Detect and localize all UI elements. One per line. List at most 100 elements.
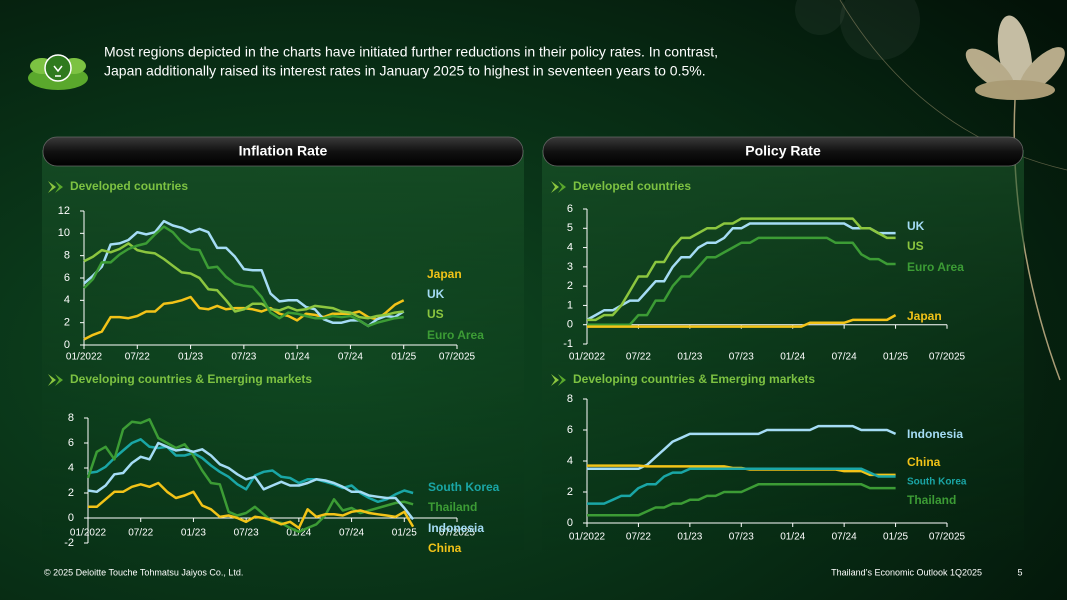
y-tick-label: 6: [68, 437, 74, 449]
series-line: [83, 219, 405, 328]
section-arrow: [48, 181, 56, 193]
y-tick-label: 2: [64, 317, 70, 329]
x-tick-label: 01/2022: [569, 352, 606, 363]
y-tick-label: 3: [567, 261, 573, 273]
y-tick-label: 8: [64, 250, 70, 262]
series-label: China: [907, 455, 941, 469]
series-label: US: [427, 307, 444, 321]
y-tick-label: -2: [64, 537, 74, 549]
y-tick-label: 4: [567, 455, 573, 467]
series-line: [586, 222, 896, 321]
series-label: Japan: [427, 267, 462, 281]
bulb-icon: [28, 54, 88, 90]
x-tick-label: 07/24: [832, 532, 857, 543]
panel-title: Inflation Rate: [239, 143, 328, 159]
series-line: [587, 483, 896, 517]
series-label: South Korea: [428, 480, 500, 494]
page-number: 5: [1017, 567, 1022, 577]
section-title: Developing countries & Emerging markets: [573, 372, 815, 386]
x-tick-label: 01/23: [178, 352, 203, 363]
x-tick-label: 01/2022: [66, 352, 103, 363]
x-tick-label: 01/24: [780, 352, 805, 363]
x-tick-label: 01/24: [285, 352, 310, 363]
series-label: South Korea: [907, 477, 967, 488]
x-tick-label: 07/2025: [439, 352, 476, 363]
y-tick-label: 4: [567, 241, 573, 253]
x-tick-label: 01/25: [391, 352, 416, 363]
y-tick-label: 10: [58, 227, 70, 239]
section-arrow: [551, 181, 559, 193]
series-line: [587, 217, 896, 322]
section-arrow: [55, 374, 63, 386]
x-tick-label: 07/23: [231, 352, 256, 363]
y-tick-label: 4: [64, 294, 70, 306]
series-line: [587, 424, 897, 471]
x-tick-label: 07/23: [729, 532, 754, 543]
series-line: [587, 236, 896, 326]
y-tick-label: 0: [567, 319, 573, 331]
series-line: [86, 418, 414, 534]
x-tick-label: 01/23: [677, 532, 702, 543]
x-tick-label: 01/23: [677, 352, 702, 363]
series-label: Indonesia: [428, 521, 484, 535]
x-tick-label: 07/24: [338, 352, 363, 363]
y-tick-label: 6: [567, 203, 573, 215]
y-tick-label: 0: [64, 339, 70, 351]
x-tick-label: 07/2025: [929, 532, 966, 543]
y-tick-label: 0: [68, 512, 74, 524]
y-tick-label: 12: [58, 205, 70, 217]
lotus-decoration: [795, 0, 1067, 381]
series-line: [83, 225, 404, 328]
series-label: Japan: [907, 309, 942, 323]
series-label: Indonesia: [907, 427, 963, 441]
x-tick-label: 01/25: [883, 532, 908, 543]
y-tick-label: 2: [567, 486, 573, 498]
y-tick-label: 5: [567, 222, 573, 234]
panel-title: Policy Rate: [745, 143, 821, 159]
series-line: [83, 242, 404, 320]
series-label: US: [907, 239, 924, 253]
y-tick-label: 0: [567, 517, 573, 529]
x-tick-label: 01/23: [181, 528, 206, 539]
series-label: Thailand: [907, 493, 956, 507]
series-line: [88, 481, 415, 530]
y-tick-label: 2: [567, 280, 573, 292]
series-line: [87, 441, 415, 521]
section-arrow: [48, 374, 56, 386]
x-tick-label: 07/22: [626, 532, 651, 543]
y-tick-label: -1: [563, 338, 573, 350]
report-name: Thailand’s Economic Outlook 1Q2025: [831, 567, 982, 577]
series-label: Euro Area: [907, 260, 964, 274]
x-tick-label: 01/25: [883, 352, 908, 363]
x-tick-label: 07/24: [832, 352, 857, 363]
panel-header: [42, 136, 524, 167]
x-tick-label: 01/25: [392, 528, 417, 539]
x-tick-label: 07/22: [626, 352, 651, 363]
y-tick-label: 1: [567, 299, 573, 311]
panel-header: [542, 136, 1024, 167]
x-tick-label: 07/2025: [439, 528, 476, 539]
y-tick-label: 2: [68, 487, 74, 499]
y-tick-label: 8: [68, 412, 74, 424]
header-line: Most regions depicted in the charts have…: [104, 44, 718, 60]
y-tick-label: 6: [567, 424, 573, 436]
panel-body: [542, 150, 1024, 550]
section-arrow: [551, 374, 559, 386]
series-label: UK: [427, 287, 445, 301]
series-label: UK: [907, 219, 925, 233]
y-tick-label: 6: [64, 272, 70, 284]
x-tick-label: 07/24: [339, 528, 364, 539]
series-label: China: [428, 541, 462, 555]
x-tick-label: 01/2022: [70, 528, 107, 539]
y-tick-label: 4: [68, 462, 74, 474]
section-title: Developing countries & Emerging markets: [70, 372, 312, 386]
x-tick-label: 07/23: [234, 528, 259, 539]
x-tick-label: 07/22: [128, 528, 153, 539]
section-arrow: [558, 374, 566, 386]
series-line: [587, 467, 896, 505]
x-tick-label: 07/23: [729, 352, 754, 363]
x-tick-label: 01/24: [286, 528, 311, 539]
section-title: Developed countries: [573, 179, 691, 193]
